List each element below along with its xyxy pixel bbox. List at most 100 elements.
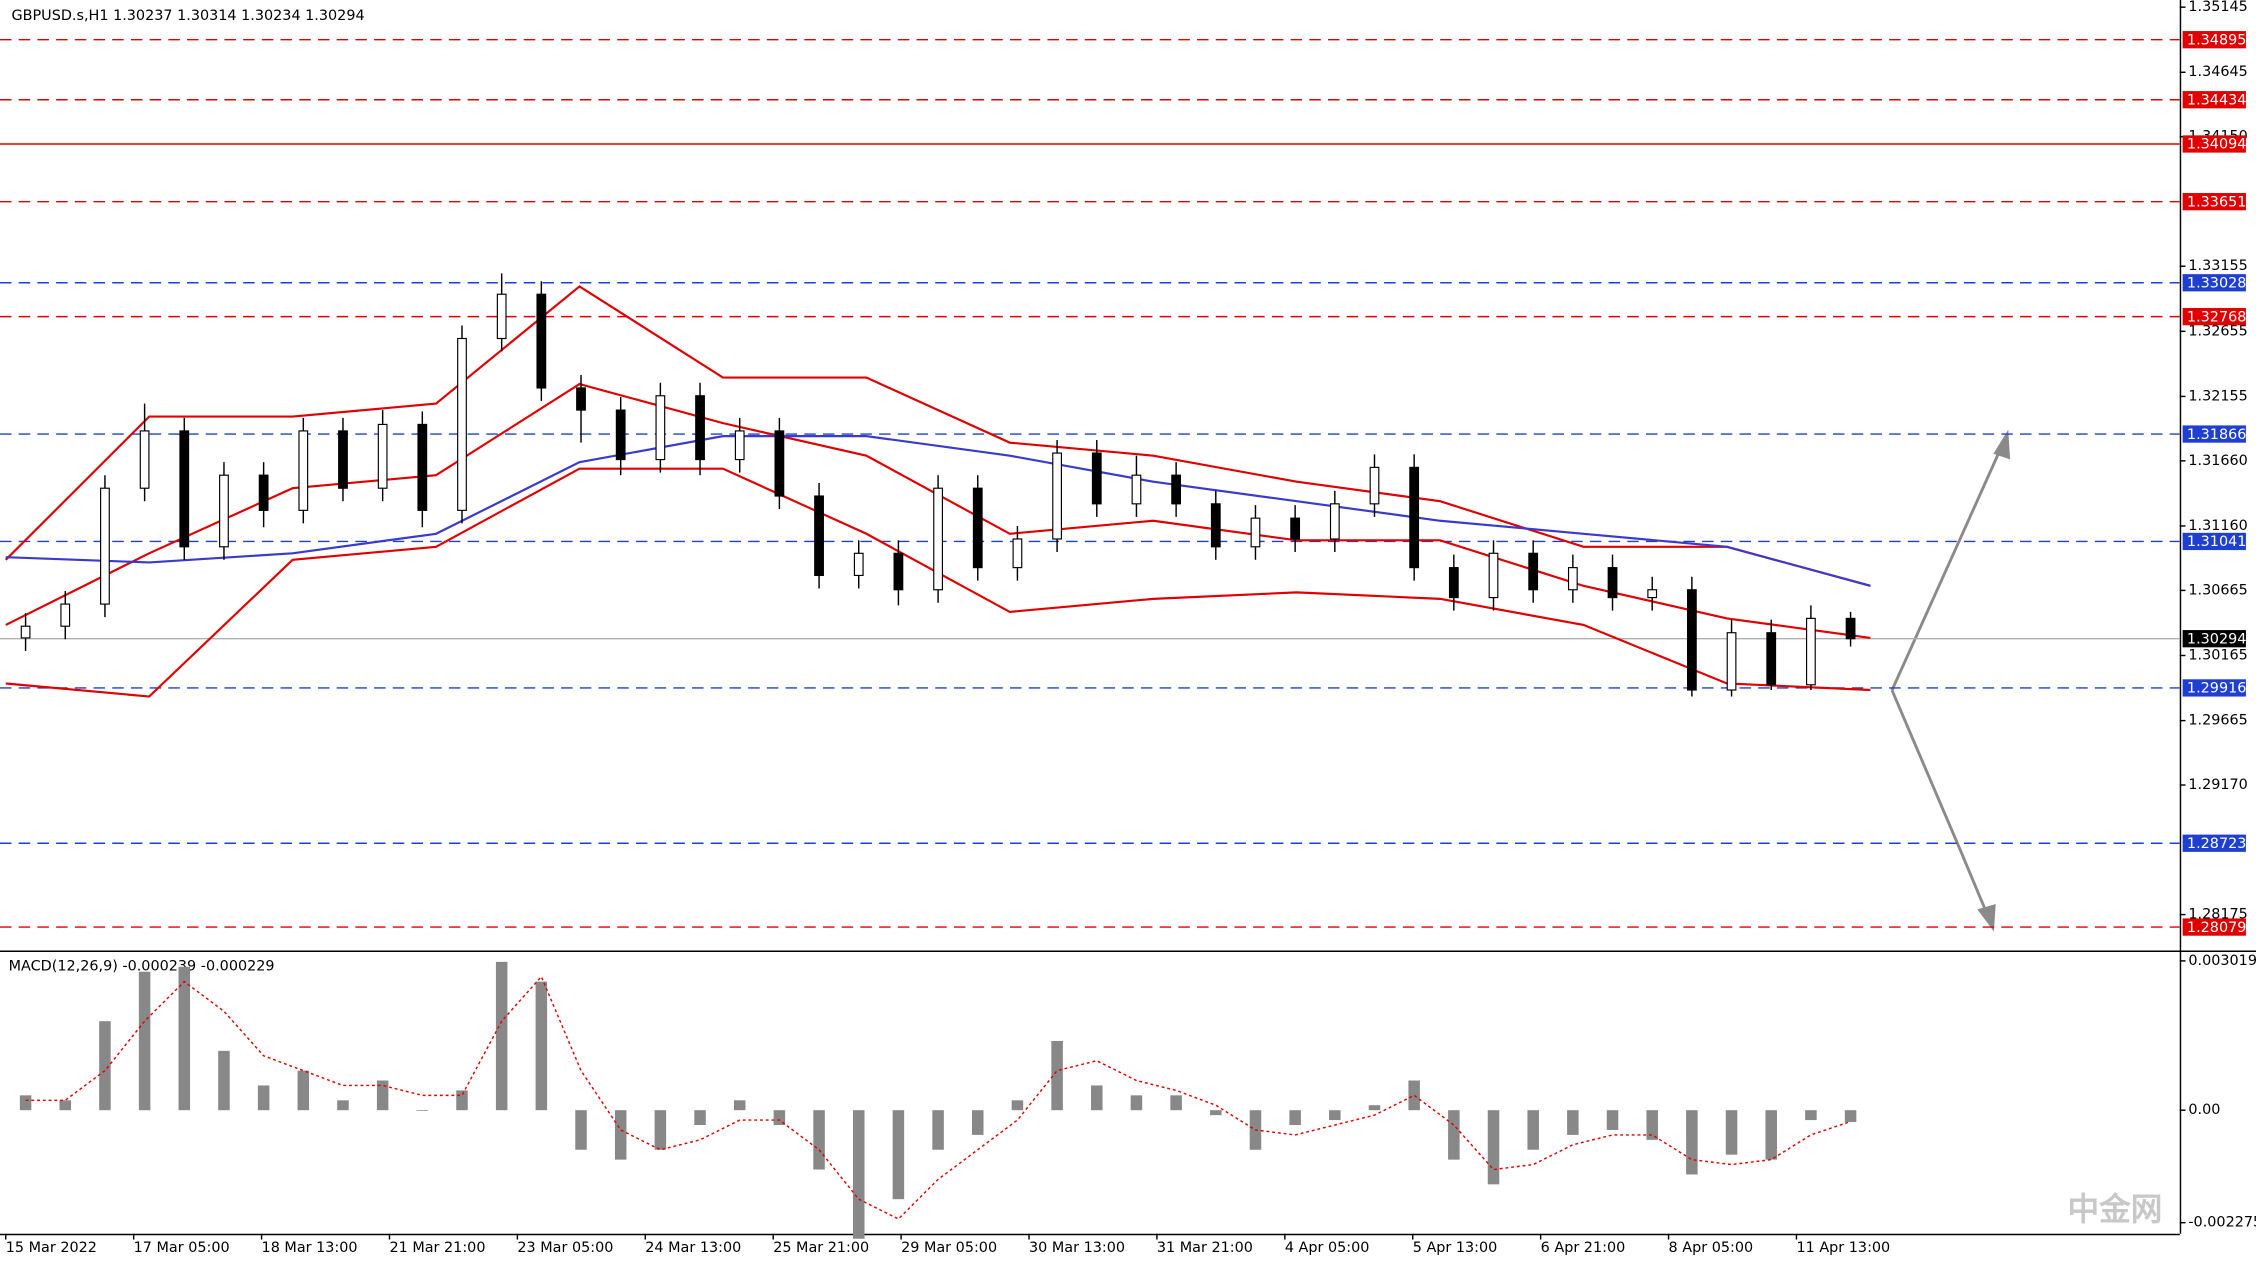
candle-body — [1448, 567, 1459, 599]
macd-bar — [1844, 1110, 1857, 1123]
level-label: 1.33028 — [2187, 275, 2246, 291]
y-tick-label: 1.32155 — [2188, 388, 2247, 404]
macd-bar — [1487, 1110, 1500, 1185]
level-label: 1.31041 — [2187, 534, 2246, 550]
level-label: 1.33651 — [2187, 194, 2246, 210]
candle-body — [60, 603, 71, 627]
candle-body — [219, 474, 229, 548]
y-tick-label: 0.00 — [2188, 1102, 2220, 1118]
candle-body — [179, 430, 190, 548]
candle-body — [1567, 567, 1578, 591]
macd-bar — [1725, 1110, 1738, 1155]
macd-bar — [178, 966, 191, 1111]
candle-body — [695, 395, 705, 461]
y-tick-label: 1.30665 — [2188, 582, 2247, 598]
x-tick-label: 23 Mar 05:00 — [517, 1240, 613, 1256]
level-label: 1.34895 — [2187, 32, 2246, 48]
level-label: 1.34434 — [2187, 92, 2246, 108]
macd-bar — [654, 1110, 667, 1150]
x-tick-label: 29 Mar 05:00 — [901, 1240, 997, 1256]
candle-body — [20, 625, 31, 639]
macd-bar — [1408, 1080, 1420, 1111]
level-label: 1.28079 — [2187, 920, 2246, 936]
macd-bar — [614, 1110, 627, 1160]
candle-body — [1091, 452, 1102, 505]
candle-body — [972, 487, 983, 569]
macd-bar — [1170, 1095, 1182, 1111]
candle-body — [457, 337, 467, 511]
x-tick-label: 11 Apr 13:00 — [1796, 1240, 1890, 1256]
y-tick-label: 1.31160 — [2188, 518, 2247, 534]
macd-bar — [1329, 1110, 1341, 1121]
macd-bar — [1289, 1110, 1301, 1126]
macd-bar — [1686, 1110, 1698, 1175]
macd-bar — [99, 1021, 111, 1111]
macd-bar — [19, 1095, 32, 1111]
y-tick-label: 1.34645 — [2188, 64, 2247, 80]
x-tick-label: 18 Mar 13:00 — [262, 1240, 358, 1256]
x-tick-label: 4 Apr 05:00 — [1285, 1240, 1370, 1256]
level-label-box — [2182, 31, 2246, 49]
candle-body — [893, 552, 904, 591]
y-tick-label: 1.33155 — [2188, 258, 2247, 274]
level-label-box — [2182, 918, 2246, 936]
level-label-box — [2182, 834, 2246, 852]
macd-bar — [495, 961, 508, 1111]
candle-body — [338, 430, 348, 489]
macd-signal — [25, 975, 1851, 1220]
candle-body — [1726, 632, 1737, 691]
macd-bar — [1368, 1105, 1381, 1111]
level-label: 1.32768 — [2187, 309, 2246, 325]
candle-body — [1171, 474, 1182, 505]
macd-bar — [1130, 1095, 1143, 1111]
macd-bar — [416, 1110, 429, 1111]
candle-body — [1329, 503, 1340, 540]
candle-body — [734, 430, 745, 461]
level-label-box — [2182, 91, 2246, 109]
macd-bar — [297, 1070, 310, 1111]
macd-bar — [376, 1080, 389, 1111]
x-tick-label: 24 Mar 13:00 — [645, 1240, 741, 1256]
candle-body — [100, 487, 110, 605]
candle-body — [298, 430, 309, 511]
y-tick-label: 0.003019 — [2188, 953, 2256, 969]
y-tick-label: 1.29665 — [2188, 713, 2247, 729]
x-tick-label: 17 Mar 05:00 — [134, 1240, 230, 1256]
macd-bar — [575, 1110, 587, 1150]
indicator-line — [4, 285, 1871, 587]
candle-body — [417, 423, 428, 511]
indicator-line — [5, 435, 1871, 587]
x-tick-label: 15 Mar 2022 — [6, 1240, 97, 1256]
macd-bar — [694, 1110, 706, 1126]
level-label: 1.28723 — [2187, 836, 2246, 852]
y-tick-label: 1.35145 — [2188, 0, 2247, 15]
x-tick-label: 6 Apr 21:00 — [1541, 1240, 1626, 1256]
level-label-box — [2182, 532, 2246, 551]
x-tick-label: 30 Mar 13:00 — [1029, 1240, 1125, 1256]
y-tick-label: 1.29170 — [2188, 777, 2247, 793]
level-label-box — [2182, 274, 2246, 292]
chart-header: GBPUSD.s,H1 1.30237 1.30314 1.30234 1.30… — [12, 8, 365, 24]
macd-bar — [733, 1100, 746, 1111]
candle-body — [1131, 474, 1142, 505]
macd-bar — [813, 1110, 825, 1170]
y-tick-label: -0.002275 — [2188, 1215, 2256, 1231]
level-label-box — [2182, 307, 2246, 326]
macd-bar — [852, 1110, 865, 1239]
level-label: 1.34094 — [2187, 137, 2246, 153]
macd-bar — [1051, 1040, 1063, 1111]
x-tick-label: 21 Mar 21:00 — [389, 1240, 485, 1256]
candle-body — [1766, 632, 1777, 686]
candle-body — [1250, 517, 1261, 548]
candle-body — [1052, 452, 1062, 540]
candle-body — [1290, 517, 1301, 540]
projection-arrows — [1890, 429, 2011, 932]
arrowhead — [1993, 429, 2011, 460]
macd-bar — [932, 1110, 944, 1150]
candle-body — [1210, 503, 1221, 548]
macd-bar — [1210, 1110, 1222, 1116]
level-label-box — [2182, 679, 2246, 697]
